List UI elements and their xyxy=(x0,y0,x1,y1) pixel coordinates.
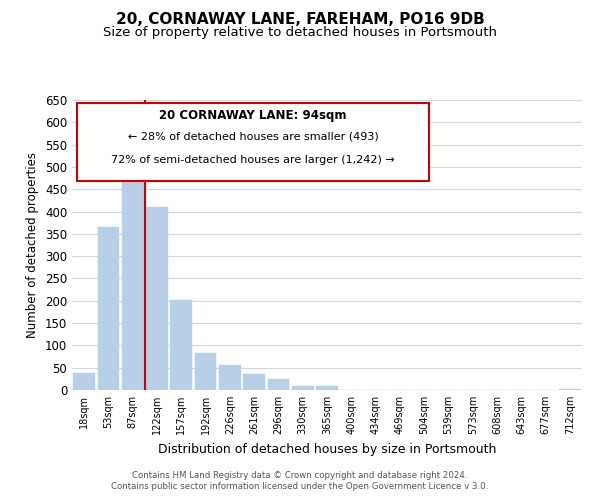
Text: Size of property relative to detached houses in Portsmouth: Size of property relative to detached ho… xyxy=(103,26,497,39)
Text: Contains public sector information licensed under the Open Government Licence v : Contains public sector information licen… xyxy=(112,482,488,491)
Bar xyxy=(194,354,217,390)
Bar xyxy=(146,207,168,390)
Text: 20 CORNAWAY LANE: 94sqm: 20 CORNAWAY LANE: 94sqm xyxy=(160,108,347,122)
Text: Contains HM Land Registry data © Crown copyright and database right 2024.: Contains HM Land Registry data © Crown c… xyxy=(132,471,468,480)
Bar xyxy=(97,227,119,390)
Bar xyxy=(316,386,338,390)
Bar xyxy=(268,379,289,390)
Text: ← 28% of detached houses are smaller (493): ← 28% of detached houses are smaller (49… xyxy=(128,132,379,142)
Bar xyxy=(122,159,143,390)
Y-axis label: Number of detached properties: Number of detached properties xyxy=(26,152,40,338)
Bar xyxy=(292,386,314,390)
Text: 72% of semi-detached houses are larger (1,242) →: 72% of semi-detached houses are larger (… xyxy=(111,155,395,165)
Bar xyxy=(73,373,95,390)
Bar xyxy=(559,389,581,390)
Bar xyxy=(243,374,265,390)
Bar xyxy=(219,364,241,390)
FancyBboxPatch shape xyxy=(77,103,429,181)
Bar xyxy=(170,300,192,390)
Text: 20, CORNAWAY LANE, FAREHAM, PO16 9DB: 20, CORNAWAY LANE, FAREHAM, PO16 9DB xyxy=(116,12,484,28)
X-axis label: Distribution of detached houses by size in Portsmouth: Distribution of detached houses by size … xyxy=(158,442,496,456)
